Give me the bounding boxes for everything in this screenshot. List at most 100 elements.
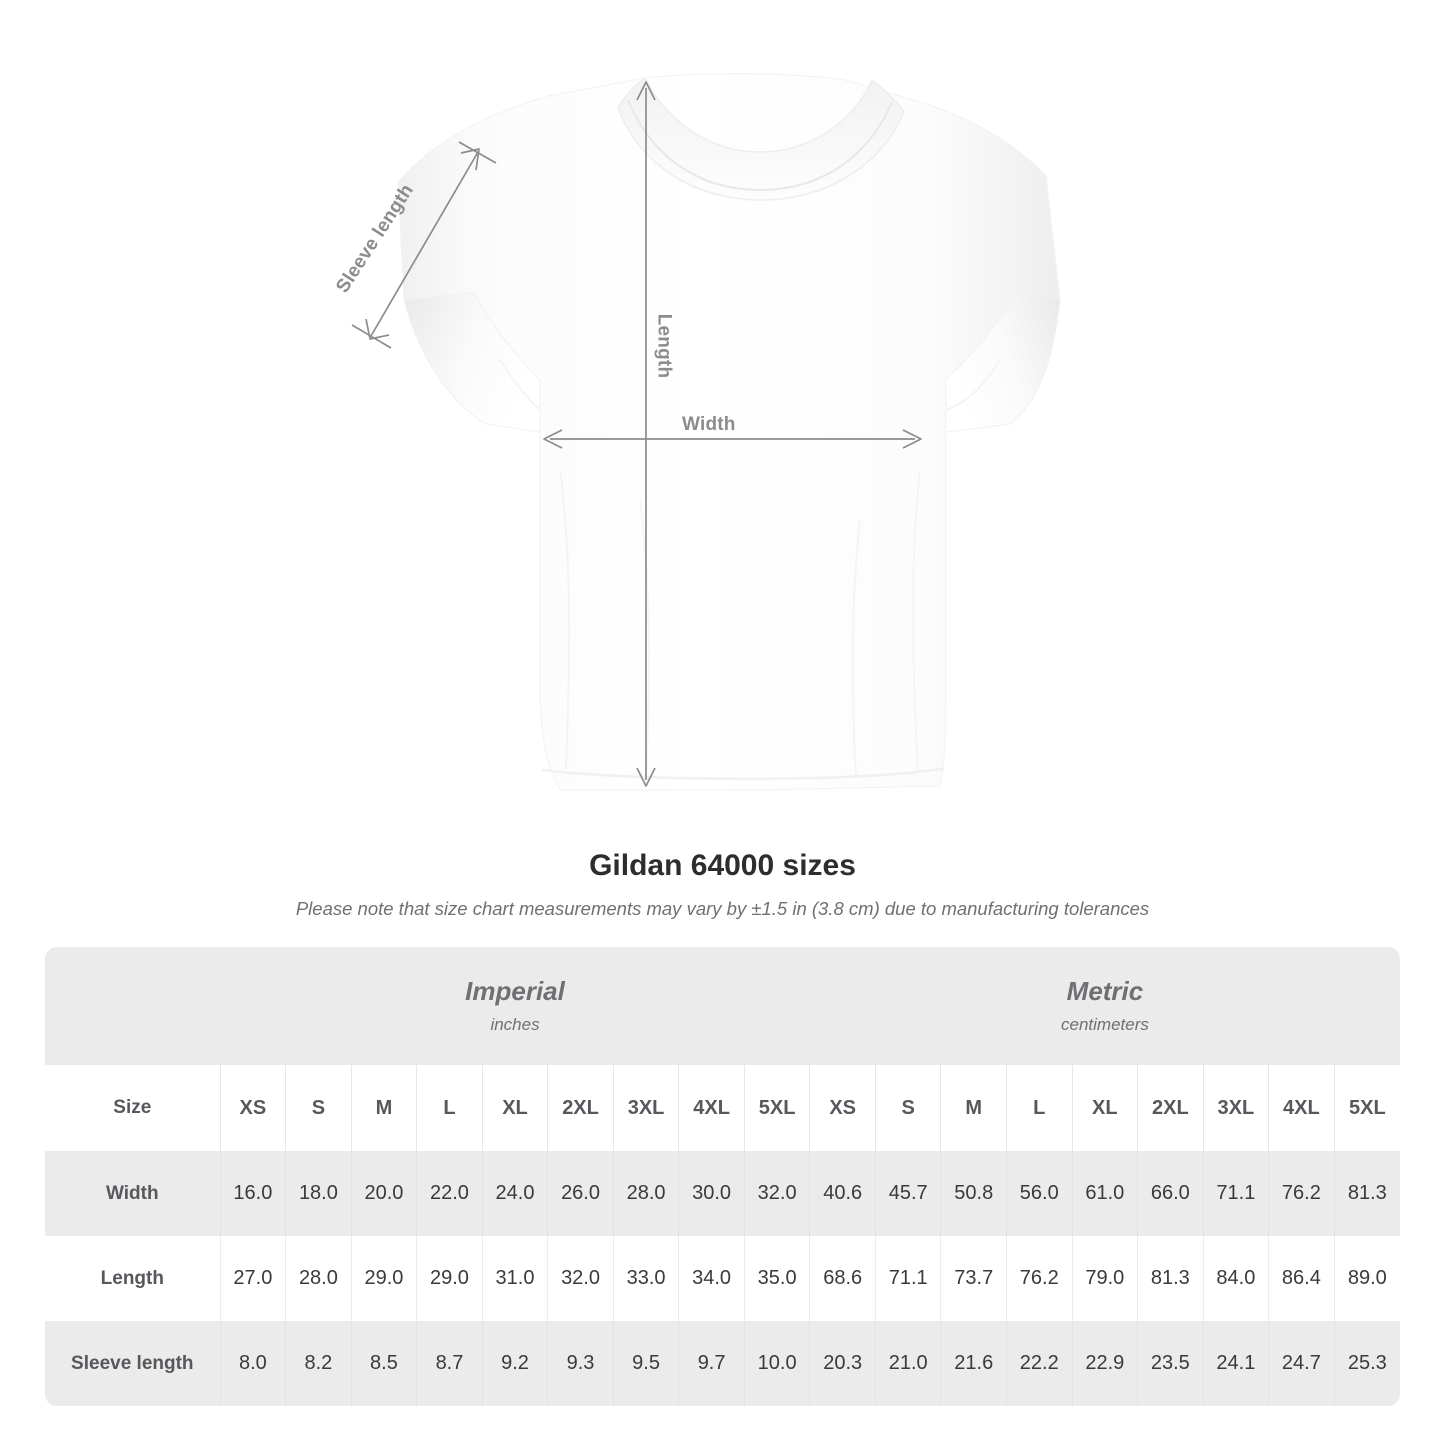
fabric-folds xyxy=(499,359,1001,779)
cell-imperial-3xl: 33.0 xyxy=(612,1236,679,1321)
size-header-3xl: 3XL xyxy=(1202,1065,1269,1151)
cell-imperial-3xl: 9.5 xyxy=(612,1321,679,1406)
cell-metric-4xl: 76.2 xyxy=(1268,1151,1335,1236)
cell-imperial-l: 29.0 xyxy=(416,1236,483,1321)
cell-metric-2xl: 66.0 xyxy=(1137,1151,1204,1236)
row-label-length: Length xyxy=(45,1236,221,1321)
size-header-5xl: 5XL xyxy=(1333,1065,1400,1151)
size-header-2xl: 2XL xyxy=(1137,1065,1204,1151)
cell-imperial-s: 18.0 xyxy=(285,1151,352,1236)
unit-group-unit: inches xyxy=(490,1015,540,1035)
cell-metric-5xl: 81.3 xyxy=(1333,1151,1400,1236)
cell-imperial-xs: 8.0 xyxy=(219,1321,286,1406)
cell-metric-3xl: 84.0 xyxy=(1202,1236,1269,1321)
size-header-s: S xyxy=(285,1065,352,1151)
cell-metric-4xl: 86.4 xyxy=(1268,1236,1335,1321)
cell-imperial-5xl: 10.0 xyxy=(743,1321,810,1406)
cell-imperial-2xl: 9.3 xyxy=(547,1321,614,1406)
chart-heading: Gildan 64000 sizes Please note that size… xyxy=(0,848,1445,920)
cell-metric-m: 73.7 xyxy=(940,1236,1007,1321)
cell-imperial-2xl: 32.0 xyxy=(547,1236,614,1321)
size-header-row: Size XS S M L XL 2XL 3XL 4XL 5XL XS S M L XL 2XL 3XL 4XL 5… xyxy=(45,1065,1400,1151)
size-header-2xl: 2XL xyxy=(547,1065,614,1151)
cell-metric-s: 45.7 xyxy=(874,1151,941,1236)
shirt-collar xyxy=(617,76,905,201)
cell-metric-s: 21.0 xyxy=(874,1321,941,1406)
width-label: Width xyxy=(682,414,736,435)
size-chart-table-container: Imperial inches Metric centimeters Size XS S M L… xyxy=(45,947,1400,1406)
cell-metric-2xl: 23.5 xyxy=(1137,1321,1204,1406)
unit-row-spacer xyxy=(45,947,221,1065)
shirt-hem xyxy=(541,766,945,781)
cell-metric-xs: 68.6 xyxy=(809,1236,876,1321)
sleeve-length-dimension-arrow xyxy=(351,141,497,349)
unit-group-header-row: Imperial inches Metric centimeters xyxy=(45,947,1400,1065)
cell-metric-xl: 79.0 xyxy=(1071,1236,1138,1321)
cell-imperial-4xl: 34.0 xyxy=(678,1236,745,1321)
row-label-width: Width xyxy=(45,1151,221,1236)
cell-metric-l: 22.2 xyxy=(1006,1321,1073,1406)
cell-imperial-4xl: 9.7 xyxy=(678,1321,745,1406)
cell-imperial-s: 28.0 xyxy=(285,1236,352,1321)
cell-imperial-4xl: 30.0 xyxy=(678,1151,745,1236)
unit-group-imperial: Imperial inches xyxy=(220,947,810,1065)
cell-metric-3xl: 24.1 xyxy=(1202,1321,1269,1406)
size-header-m: M xyxy=(940,1065,1007,1151)
cell-metric-5xl: 89.0 xyxy=(1333,1236,1400,1321)
size-header-l: L xyxy=(1006,1065,1073,1151)
cell-imperial-l: 22.0 xyxy=(416,1151,483,1236)
cell-metric-m: 21.6 xyxy=(940,1321,1007,1406)
cell-metric-3xl: 71.1 xyxy=(1202,1151,1269,1236)
size-chart-table: Imperial inches Metric centimeters Size XS S M L… xyxy=(45,947,1400,1406)
cell-metric-m: 50.8 xyxy=(940,1151,1007,1236)
cell-metric-xs: 40.6 xyxy=(809,1151,876,1236)
width-dimension-arrow xyxy=(543,429,922,449)
cell-metric-4xl: 24.7 xyxy=(1268,1321,1335,1406)
cell-metric-2xl: 81.3 xyxy=(1137,1236,1204,1321)
size-header-5xl: 5XL xyxy=(743,1065,810,1151)
page-title: Gildan 64000 sizes xyxy=(589,849,856,882)
length-dimension-arrow xyxy=(636,81,656,787)
cell-imperial-2xl: 26.0 xyxy=(547,1151,614,1236)
cell-imperial-5xl: 35.0 xyxy=(743,1236,810,1321)
size-header-s: S xyxy=(874,1065,941,1151)
unit-group-metric: Metric centimeters xyxy=(809,947,1400,1065)
size-header-3xl: 3XL xyxy=(612,1065,679,1151)
shirt-body-shape xyxy=(397,73,1061,791)
cell-imperial-xs: 27.0 xyxy=(219,1236,286,1321)
tshirt-diagram: Sleeve length Length Width xyxy=(332,73,1061,791)
cell-metric-xs: 20.3 xyxy=(809,1321,876,1406)
measurement-lines xyxy=(351,81,922,787)
cell-imperial-xs: 16.0 xyxy=(219,1151,286,1236)
cell-imperial-s: 8.2 xyxy=(285,1321,352,1406)
size-header-xs: XS xyxy=(809,1065,876,1151)
cell-imperial-l: 8.7 xyxy=(416,1321,483,1406)
cell-metric-l: 56.0 xyxy=(1006,1151,1073,1236)
table-row: Width 16.0 18.0 20.0 22.0 24.0 26.0 28.0 30.0 32.… xyxy=(45,1151,1400,1236)
size-header-4xl: 4XL xyxy=(678,1065,745,1151)
table-row: Sleeve length 8.0 8.2 8.5 8.7 9.2 9.3 9.5 9.7 10.… xyxy=(45,1321,1400,1406)
cell-imperial-3xl: 28.0 xyxy=(612,1151,679,1236)
cell-imperial-5xl: 32.0 xyxy=(743,1151,810,1236)
tshirt-illustration xyxy=(351,73,1061,791)
cell-imperial-m: 29.0 xyxy=(350,1236,417,1321)
size-header-xl: XL xyxy=(481,1065,548,1151)
cell-imperial-m: 8.5 xyxy=(350,1321,417,1406)
cell-metric-xl: 22.9 xyxy=(1071,1321,1138,1406)
size-header-xl: XL xyxy=(1071,1065,1138,1151)
cell-imperial-xl: 31.0 xyxy=(481,1236,548,1321)
cell-imperial-xl: 9.2 xyxy=(481,1321,548,1406)
unit-group-unit: centimeters xyxy=(1061,1015,1149,1035)
unit-group-name: Metric xyxy=(1066,976,1144,1007)
cell-imperial-m: 20.0 xyxy=(350,1151,417,1236)
size-header-xs: XS xyxy=(219,1065,286,1151)
size-header-m: M xyxy=(350,1065,417,1151)
length-label: Length xyxy=(653,313,675,379)
cell-metric-5xl: 25.3 xyxy=(1333,1321,1400,1406)
cell-metric-l: 76.2 xyxy=(1006,1236,1073,1321)
size-header-l: L xyxy=(416,1065,483,1151)
table-row: Length 27.0 28.0 29.0 29.0 31.0 32.0 33.0 34.0 35… xyxy=(45,1236,1400,1321)
cell-imperial-xl: 24.0 xyxy=(481,1151,548,1236)
size-column-header: Size xyxy=(45,1065,221,1151)
tolerance-note: Please note that size chart measurements… xyxy=(295,898,1150,919)
